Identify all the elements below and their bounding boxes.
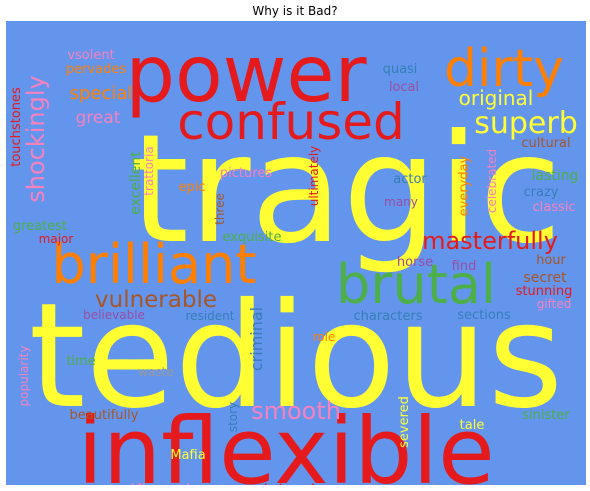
word-stunning: stunning <box>516 284 573 299</box>
word-brilliant: brilliant <box>52 233 257 296</box>
word-magnificently: magnificently <box>79 481 202 485</box>
word-superb: superb <box>474 106 578 141</box>
word-crazy: crazy <box>524 185 559 200</box>
word-actor: actor <box>393 172 427 187</box>
word-time: time <box>66 354 95 369</box>
word-beautifully: beautifully <box>70 408 139 423</box>
word-tragic: tragic <box>130 103 562 277</box>
word-trattoria: trattoria <box>142 146 156 195</box>
word-brutal: brutal <box>336 253 496 316</box>
word-mafia: Mafia <box>170 448 205 463</box>
word-major: major <box>39 232 74 246</box>
word-characters: characters <box>353 309 422 324</box>
word-believable: believable <box>83 308 145 322</box>
word-dirty: dirty <box>444 39 564 99</box>
word-criminal: criminal <box>247 307 266 371</box>
word-resident: resident <box>186 309 235 323</box>
word-cloud-area: tragic tedious inflexible power confused dirt… <box>6 21 586 485</box>
word-find: find <box>452 259 477 274</box>
word-sinister: sinister <box>522 408 570 423</box>
word-three: three <box>213 193 227 225</box>
word-hour: hour <box>536 253 566 268</box>
word-vulnerable: vulnerable <box>95 287 217 313</box>
word-excellent: excellent <box>128 151 144 215</box>
word-cultural: cultural <box>521 136 570 151</box>
word-vsolent: vsolent <box>67 48 114 63</box>
word-many: many <box>384 195 418 209</box>
word-secret: secret <box>523 270 567 286</box>
word-waste: waste <box>138 365 174 379</box>
word-pervades: pervades <box>66 62 127 77</box>
word-touchstones: touchstones <box>9 87 24 167</box>
word-classic: classic <box>532 200 575 215</box>
chart-title: Why is it Bad? <box>252 4 338 18</box>
word-local: local <box>389 80 419 95</box>
word-sections: sections <box>457 308 511 323</box>
word-popularity: popularity <box>17 346 31 407</box>
word-disappointing: disappointing <box>361 481 483 485</box>
word-story: story <box>226 402 240 432</box>
word-original: original <box>459 86 534 110</box>
word-tedious: tedious <box>29 272 564 441</box>
word-everyday: everyday <box>457 155 472 216</box>
word-masterfully: masterfully <box>422 227 558 255</box>
word-power: power <box>125 30 367 120</box>
word-effective: effective <box>489 484 567 485</box>
word-role: role <box>313 330 336 344</box>
word-sickening: sickening <box>254 481 338 485</box>
word-severed: severed <box>397 396 412 448</box>
word-shockingly: shockingly <box>22 75 50 202</box>
word-horse: horse <box>397 255 433 270</box>
word-confused: confused <box>177 93 405 151</box>
word-tale: tale <box>460 418 485 433</box>
word-great: great <box>76 108 121 128</box>
word-greatest: greatest <box>13 219 67 234</box>
word-lasting: lasting <box>532 168 579 184</box>
word-gifted: gifted <box>537 297 572 311</box>
word-epic: epic <box>178 180 205 195</box>
word-smooth: smooth <box>251 397 341 425</box>
word-quasi: quasi <box>383 62 418 77</box>
word-ultimately: ultimately <box>307 146 321 207</box>
word-celebrated: celebrated <box>485 149 499 213</box>
word-pictures: pictures <box>220 166 272 181</box>
word-special: special <box>70 83 133 104</box>
word-exquisite: exquisite <box>222 230 281 245</box>
word-inflexible: inflexible <box>77 398 494 485</box>
